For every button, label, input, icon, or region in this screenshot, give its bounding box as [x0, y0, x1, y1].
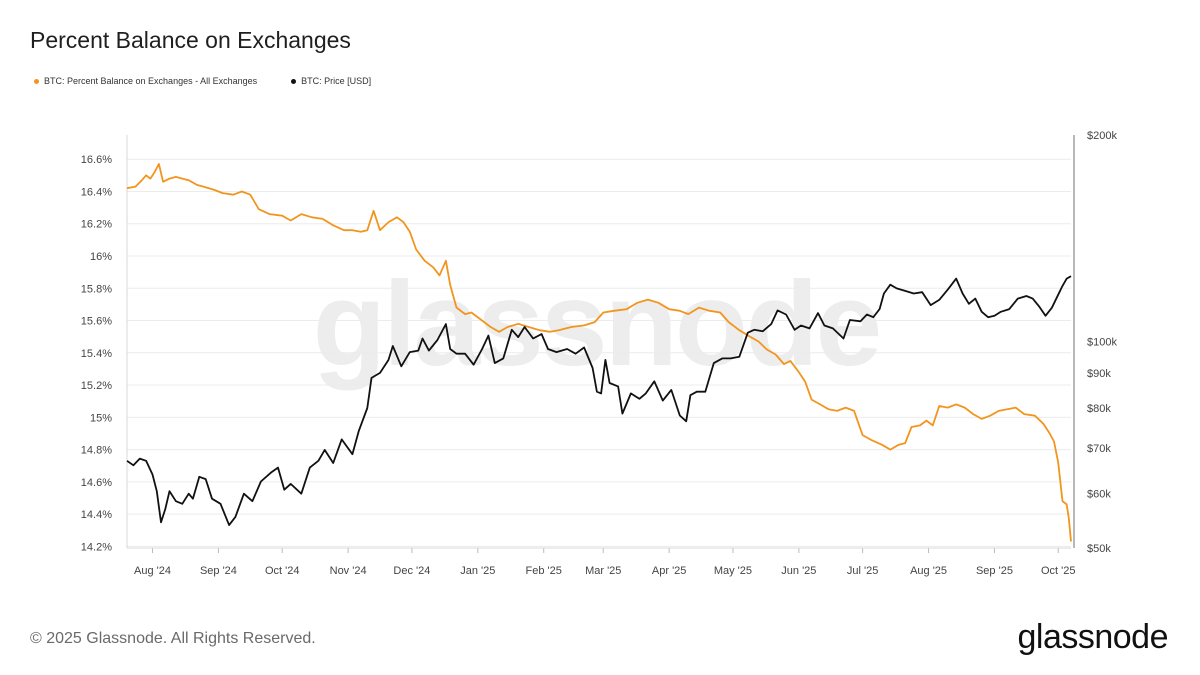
- y-right-tick-label: $60k: [1087, 489, 1111, 501]
- legend-item-price[interactable]: BTC: Price [USD]: [291, 76, 371, 86]
- y-left-tick-label: 15.6%: [81, 316, 112, 328]
- y-left-tick-label: 14.8%: [81, 445, 112, 457]
- y-left-tick-label: 14.6%: [81, 477, 112, 489]
- chart-title: Percent Balance on Exchanges: [30, 27, 351, 53]
- gridlines: [127, 158, 1071, 547]
- y-left-tick-label: 14.4%: [81, 509, 112, 521]
- x-tick-label: May '25: [714, 565, 752, 577]
- x-tick-label: Oct '25: [1041, 565, 1076, 577]
- tick-labels: 14.2% 14.4% 14.6% 14.8% 15% 15.2% 15.4% 15.6% 15…: [81, 130, 1118, 577]
- copyright-text: © 2025 Glassnode. All Rights Reserved.: [30, 630, 316, 647]
- x-tick-label: Aug '24: [134, 565, 171, 577]
- chart-plot: glassnode 14.2% 14.4% 14.6% 14.8% 15% 15.2% 15…: [81, 130, 1118, 577]
- y-left-tick-label: 16.4%: [81, 186, 112, 198]
- y-left-tick-label: 15.2%: [81, 380, 112, 392]
- legend: BTC: Percent Balance on Exchanges - All …: [34, 76, 371, 86]
- y-left-tick-label: 14.2%: [81, 541, 112, 553]
- y-left-tick-label: 16.2%: [81, 219, 112, 231]
- x-tick-label: Oct '24: [265, 565, 300, 577]
- y-right-tick-label: $90k: [1087, 368, 1111, 380]
- legend-label-price: BTC: Price [USD]: [301, 76, 372, 86]
- legend-item-exchange-balance[interactable]: BTC: Percent Balance on Exchanges - All …: [34, 76, 257, 86]
- y-right-tick-label: $100k: [1087, 337, 1117, 349]
- y-right-tick-label: $50k: [1087, 543, 1111, 555]
- brand-logo: glassnode: [1017, 618, 1168, 656]
- series-line-exchange-balance: [126, 163, 1072, 542]
- x-tick-label: Apr '25: [652, 565, 687, 577]
- x-tick-label: Jun '25: [781, 565, 816, 577]
- y-left-tick-label: 15.8%: [81, 283, 112, 295]
- x-tick-label: Aug '25: [910, 565, 947, 577]
- x-tick-label: Jan '25: [460, 565, 495, 577]
- x-tick-label: Dec '24: [393, 565, 430, 577]
- y-left-tick-label: 16%: [90, 251, 112, 263]
- axes: [126, 135, 1075, 553]
- y-left-tick-label: 15.4%: [81, 348, 112, 360]
- x-tick-label: Sep '24: [200, 565, 237, 577]
- watermark: glassnode: [313, 257, 880, 391]
- x-tick-label: Feb '25: [526, 565, 562, 577]
- x-tick-label: Mar '25: [585, 565, 621, 577]
- y-right-tick-label: $70k: [1087, 443, 1111, 455]
- y-right-tick-label: $80k: [1087, 403, 1111, 415]
- series-line-price: [126, 275, 1072, 526]
- y-left-tick-label: 15%: [90, 412, 112, 424]
- x-tick-label: Jul '25: [847, 565, 878, 577]
- legend-label-exchange-balance: BTC: Percent Balance on Exchanges - All …: [44, 76, 258, 86]
- x-tick-label: Sep '25: [976, 565, 1013, 577]
- x-tick-label: Nov '24: [330, 565, 367, 577]
- series-lines: [126, 163, 1072, 542]
- legend-swatch-black: [291, 78, 297, 84]
- y-right-tick-label: $200k: [1087, 130, 1117, 142]
- legend-swatch-orange: [34, 78, 39, 84]
- y-left-tick-label: 16.6%: [81, 154, 112, 166]
